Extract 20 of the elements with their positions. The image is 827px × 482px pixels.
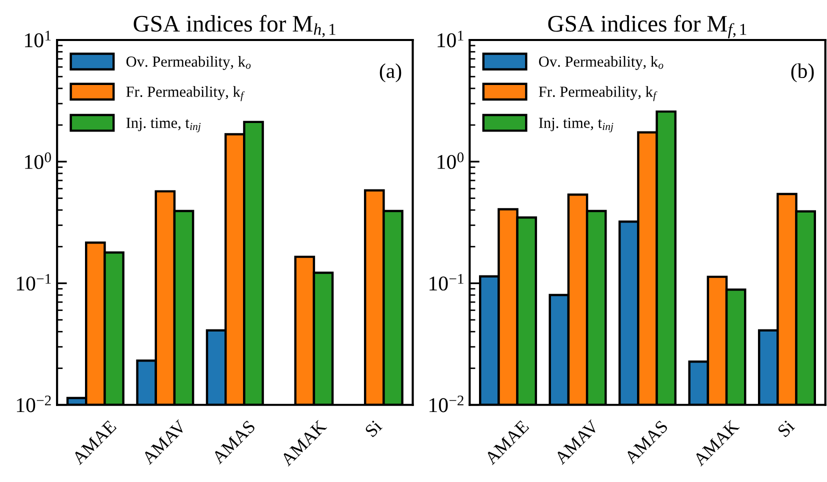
legend-label: Fr. Permeability, k$_{f}$ — [538, 86, 658, 102]
y-tick-label: 10$^{−2}$ — [16, 396, 51, 412]
y-tick-label: 10$^{1}$ — [25, 30, 51, 48]
y-tick-label: 10$^{−1}$ — [16, 274, 51, 291]
x-tick-label: Si — [364, 419, 383, 438]
legend-label: Ov. Permeability, k$_{o}$ — [539, 56, 664, 70]
chart-title: GSA indices for M$_{h,1}$ — [134, 14, 336, 38]
annotation: (a) — [380, 63, 402, 82]
y-tick-label: 10$^{−1}$ — [430, 274, 464, 291]
y-tick-label: 10$^{0}$ — [438, 152, 464, 169]
y-tick-label: 10$^{−2}$ — [430, 396, 464, 412]
annotation: (b) — [791, 63, 814, 82]
legend-label: Inj. time, t$_{inj}$ — [538, 118, 614, 132]
legend-label: Fr. Permeability, k$_{f}$ — [126, 86, 245, 102]
y-tick-label: 10$^{1}$ — [438, 30, 464, 48]
x-tick-label: Si — [777, 419, 796, 438]
y-tick-label: 10$^{0}$ — [25, 152, 51, 169]
legend-label: Ov. Permeability, k$_{o}$ — [126, 56, 251, 70]
legend-label: Inj. time, t$_{inj}$ — [126, 118, 201, 132]
chart-title: GSA indices for M$_{f,1}$ — [548, 14, 746, 38]
